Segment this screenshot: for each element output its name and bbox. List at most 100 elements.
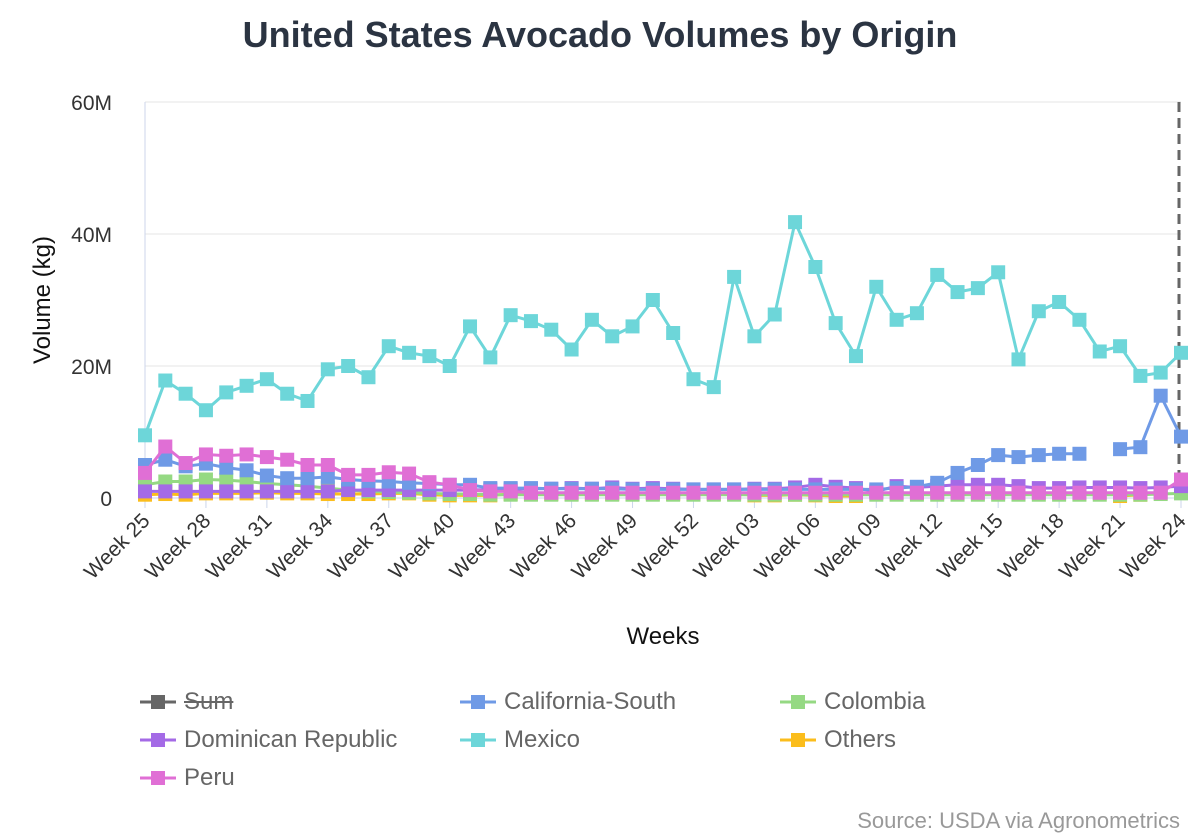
data-point-peru xyxy=(909,485,924,500)
data-point-peru xyxy=(564,485,579,500)
x-tick-label: Week 18 xyxy=(994,509,1069,584)
data-point-peru xyxy=(970,485,985,500)
x-tick-label: Week 25 xyxy=(80,509,155,584)
data-point-mexico xyxy=(869,279,884,294)
data-point-california-south xyxy=(300,471,315,486)
legend-item-sum[interactable]: Sum xyxy=(140,688,233,716)
data-point-mexico xyxy=(483,350,498,365)
data-point-peru xyxy=(645,485,660,500)
data-point-peru xyxy=(341,467,356,482)
data-point-mexico xyxy=(767,307,782,322)
x-tick-label: Week 24 xyxy=(1116,509,1191,584)
data-point-california-south xyxy=(1072,446,1087,461)
x-tick-label: Week 31 xyxy=(202,509,277,584)
legend-label: Colombia xyxy=(824,688,926,715)
data-point-mexico xyxy=(909,306,924,321)
legend-item-peru[interactable]: Peru xyxy=(140,764,235,792)
y-tick-label: 60M xyxy=(71,92,112,115)
data-point-mexico xyxy=(1031,304,1046,319)
legend-item-colombia[interactable]: Colombia xyxy=(780,688,925,716)
data-point-mexico xyxy=(259,372,274,387)
data-point-california-south xyxy=(1011,450,1026,465)
data-point-mexico xyxy=(381,339,396,354)
data-point-mexico xyxy=(706,380,721,395)
data-point-mexico xyxy=(1011,352,1026,367)
data-point-peru xyxy=(544,485,559,500)
legend-swatch xyxy=(140,771,176,785)
x-tick-label: Week 06 xyxy=(750,509,825,584)
data-point-peru xyxy=(1011,485,1026,500)
data-point-peru xyxy=(219,448,234,463)
data-point-mexico xyxy=(645,293,660,307)
data-point-california-south xyxy=(259,468,274,483)
data-point-dominican-republic xyxy=(320,484,335,499)
data-point-peru xyxy=(930,485,945,500)
y-tick-label: 40M xyxy=(71,224,112,247)
data-point-peru xyxy=(178,456,193,471)
data-point-peru xyxy=(828,485,843,500)
chart-title: United States Avocado Volumes by Origin xyxy=(242,14,958,55)
data-point-california-south xyxy=(239,463,254,478)
data-point-peru xyxy=(686,485,701,500)
data-point-dominican-republic xyxy=(178,484,193,499)
data-point-mexico xyxy=(178,386,193,401)
data-point-peru xyxy=(1092,485,1107,500)
data-point-peru xyxy=(584,485,599,500)
x-tick-label: Week 43 xyxy=(446,509,521,584)
data-point-mexico xyxy=(1133,368,1148,383)
data-point-peru xyxy=(239,447,254,462)
data-point-california-south xyxy=(1174,429,1188,444)
data-point-peru xyxy=(198,447,213,462)
data-point-peru xyxy=(706,485,721,500)
data-point-peru xyxy=(361,467,376,482)
legend-swatch xyxy=(780,733,816,747)
data-point-peru xyxy=(381,465,396,480)
x-tick-label: Week 21 xyxy=(1055,509,1130,584)
data-point-mexico xyxy=(828,316,843,331)
x-tick-label: Week 28 xyxy=(141,509,216,584)
x-tick-label: Week 12 xyxy=(872,509,947,584)
data-point-mexico xyxy=(280,386,295,401)
series-line-mexico xyxy=(143,220,1183,436)
chart-source: Source: USDA via Agronometrics xyxy=(857,808,1180,833)
data-point-california-south xyxy=(280,471,295,486)
legend-item-others[interactable]: Others xyxy=(780,726,896,754)
data-point-peru xyxy=(503,484,518,499)
data-point-mexico xyxy=(605,329,620,344)
data-point-mexico xyxy=(442,359,457,373)
legend-swatch xyxy=(460,695,496,709)
legend-swatch xyxy=(780,695,816,709)
data-point-peru xyxy=(1153,485,1168,500)
data-point-colombia xyxy=(198,472,213,487)
data-point-california-south xyxy=(950,465,965,480)
legend-item-dominican-republic[interactable]: Dominican Republic xyxy=(140,726,397,754)
data-point-mexico xyxy=(889,312,904,327)
data-point-peru xyxy=(869,485,884,500)
data-point-peru xyxy=(767,485,782,500)
data-point-mexico xyxy=(422,349,437,364)
data-point-peru xyxy=(727,485,742,500)
data-point-peru xyxy=(402,466,417,481)
data-point-mexico xyxy=(158,373,173,388)
data-point-california-south xyxy=(1031,448,1046,463)
data-point-peru xyxy=(523,485,538,500)
data-point-peru xyxy=(1174,472,1188,487)
data-point-peru xyxy=(808,485,823,500)
data-point-mexico xyxy=(788,215,803,230)
legend-item-california-south[interactable]: California-South xyxy=(460,688,676,716)
data-point-mexico xyxy=(808,260,823,274)
data-point-mexico xyxy=(970,281,985,296)
legend-item-mexico[interactable]: Mexico xyxy=(460,726,580,754)
series-line-colombia xyxy=(144,478,1182,497)
data-point-california-south xyxy=(991,448,1006,463)
data-point-dominican-republic xyxy=(341,483,356,498)
data-point-dominican-republic xyxy=(198,484,213,499)
data-point-peru xyxy=(788,485,803,500)
legend-label: Dominican Republic xyxy=(184,726,398,753)
data-point-peru xyxy=(280,452,295,467)
data-point-mexico xyxy=(1052,294,1067,309)
data-point-peru xyxy=(1133,485,1148,500)
x-tick-label: Week 15 xyxy=(933,509,1008,584)
legend-label: Sum xyxy=(184,688,234,715)
